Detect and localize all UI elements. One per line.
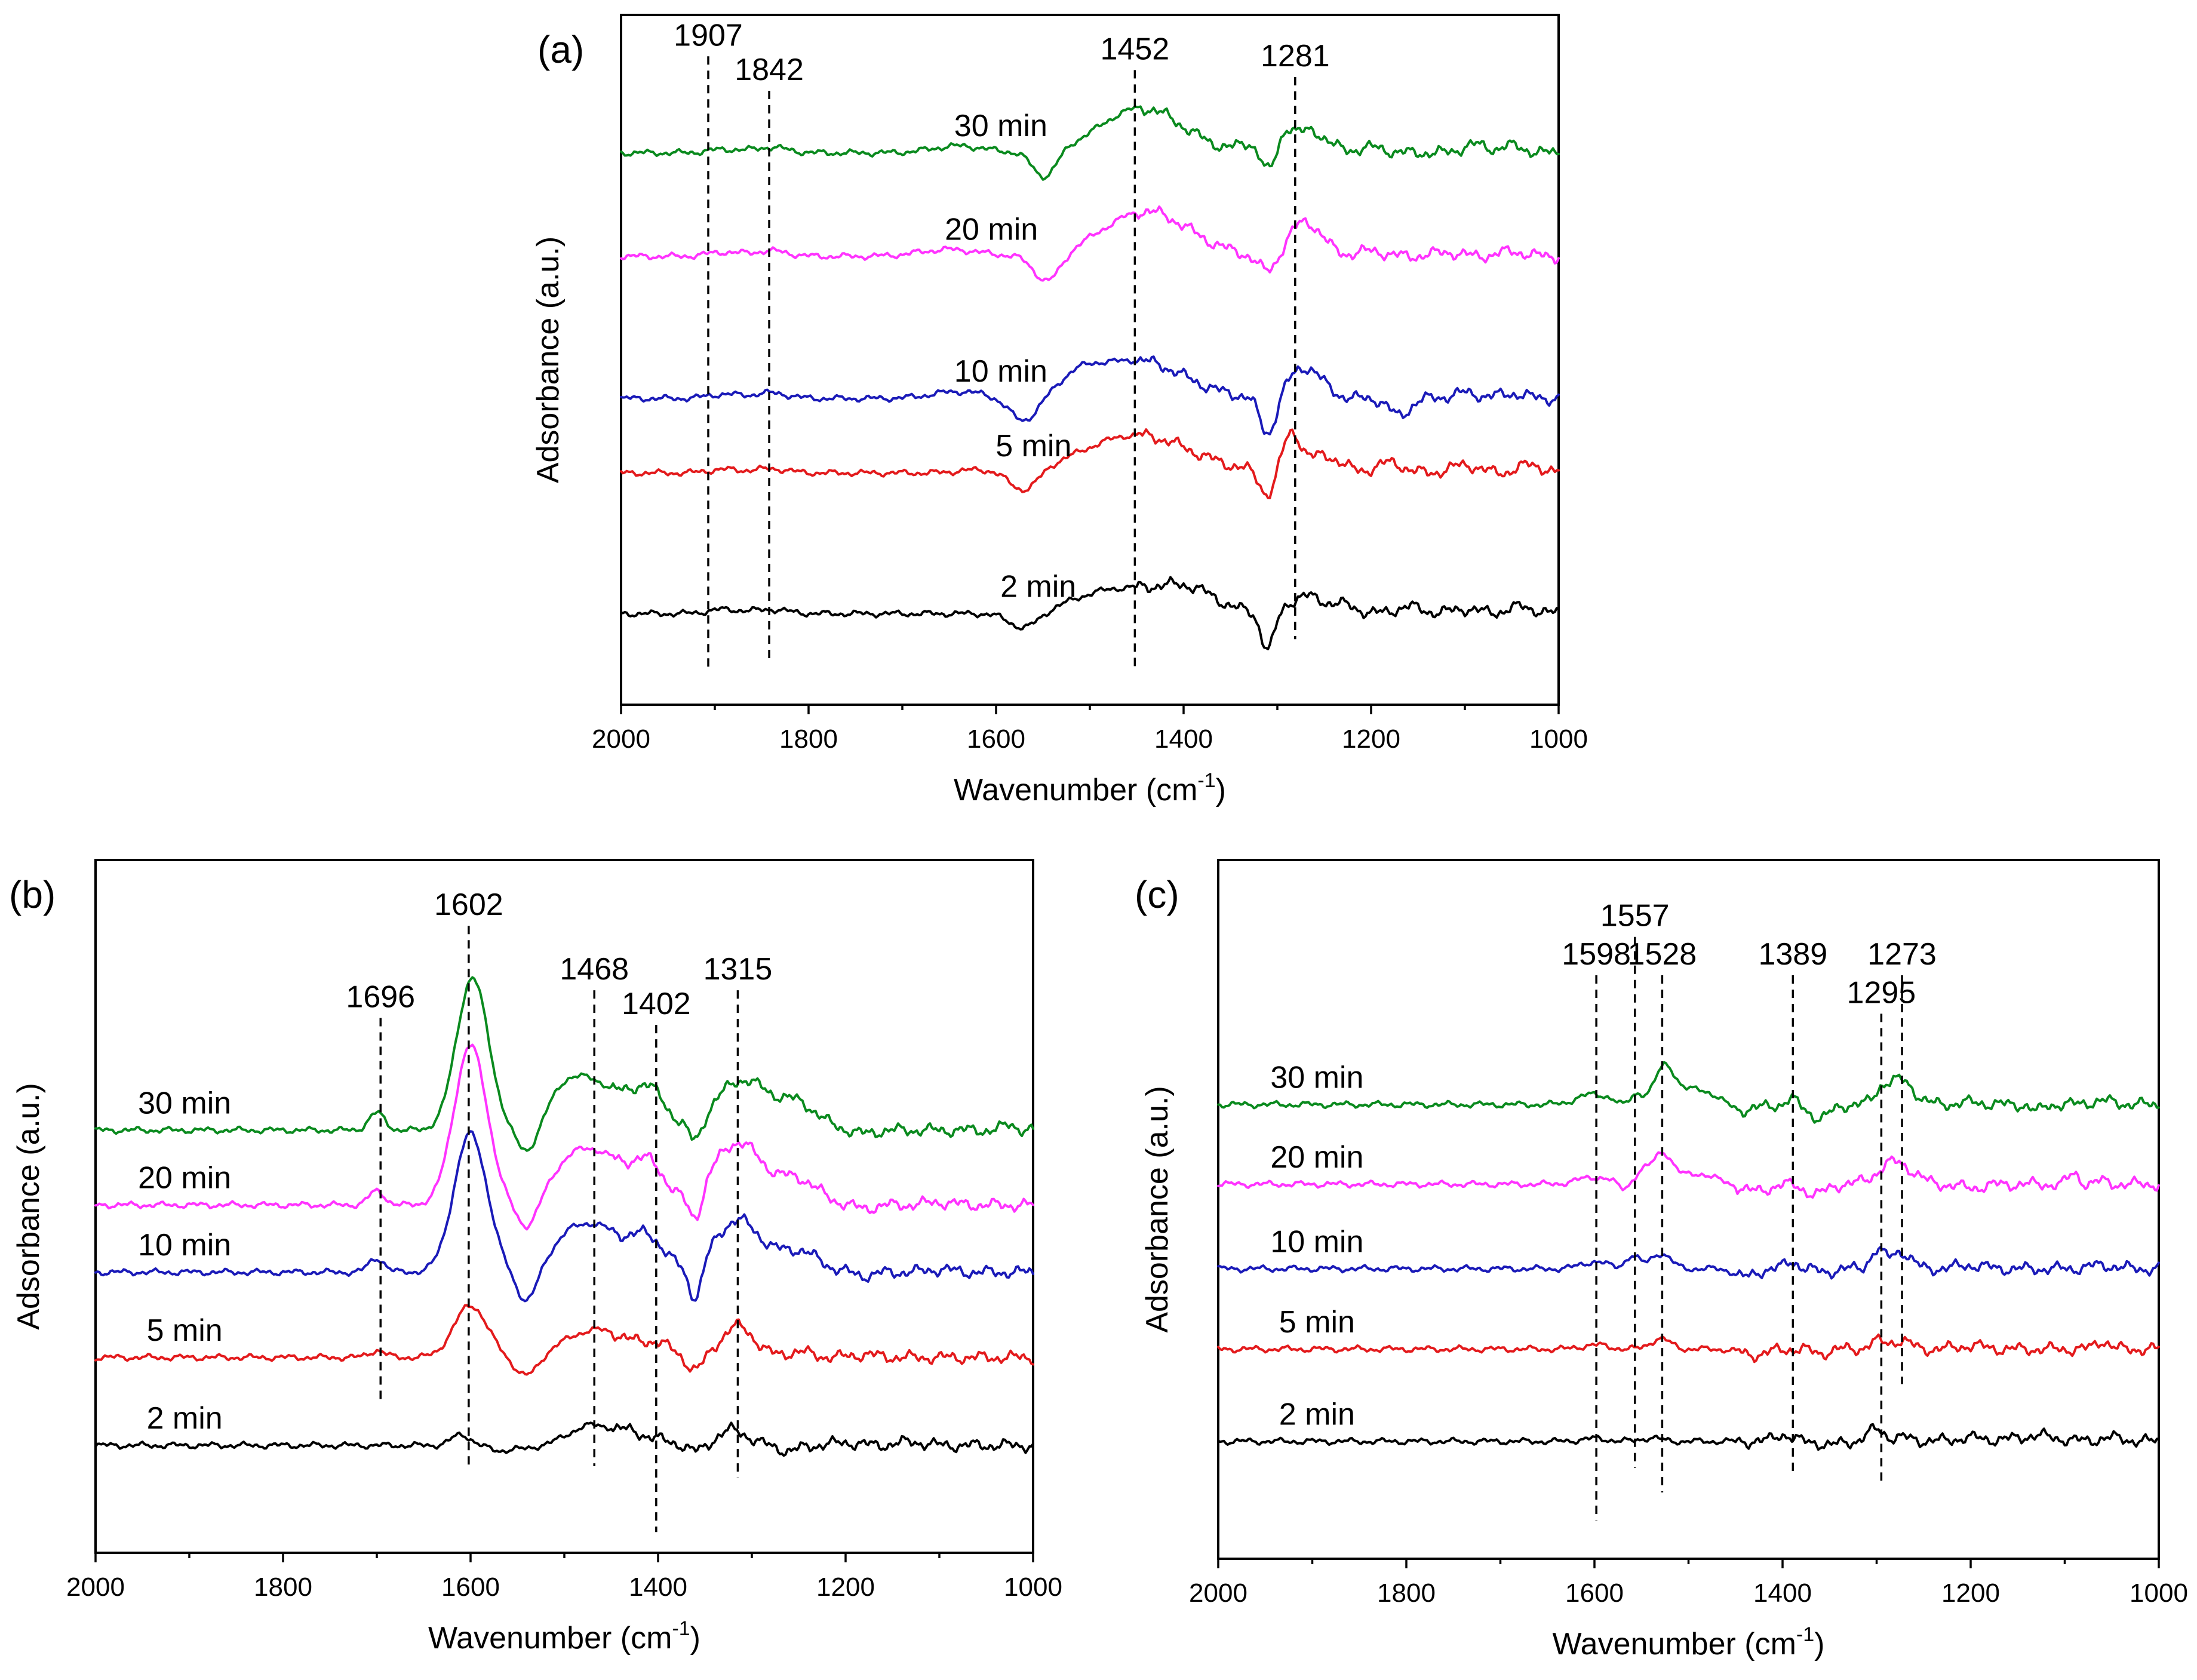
x-axis-title-main-a: Wavenumber (cm (954, 773, 1197, 807)
panel-c: 2000 1800 1600 1400 1200 1000 Wavenumber (cm-1… (1135, 859, 2188, 1661)
trace-a-20min (620, 205, 1560, 282)
x-tick-label-b-2000: 2000 (66, 1572, 125, 1602)
x-tick-label-c-1400: 1400 (1753, 1578, 1812, 1608)
y-axis-title-c: Adsorbance (a.u.) (1140, 1086, 1175, 1332)
trace-b-10min (94, 1130, 1034, 1303)
peak-label-b-1468: 1468 (560, 952, 629, 987)
trace-b-20min (94, 1043, 1034, 1231)
series-label-a-20min: 20 min (945, 212, 1038, 247)
series-label-c-2min: 2 min (1279, 1397, 1355, 1432)
x-axis-title-close-c: ) (1814, 1627, 1824, 1661)
x-axis-title-a: Wavenumber (cm-1) (954, 769, 1226, 807)
peak-label-b-1402: 1402 (622, 987, 691, 1021)
peak-label-c-1389: 1389 (1758, 937, 1827, 972)
series-label-c-10min: 10 min (1270, 1224, 1363, 1259)
x-axis-title-sup-a: -1 (1197, 769, 1215, 792)
x-tick-label-c-1800: 1800 (1377, 1578, 1436, 1608)
x-axis-title-close-a: ) (1216, 773, 1226, 807)
peak-label-a-1281: 1281 (1261, 39, 1330, 73)
trace-a-10min (620, 355, 1560, 436)
x-axis-title-close-b: ) (690, 1621, 700, 1656)
peak-label-c-1598: 1598 (1562, 937, 1631, 972)
panel-label-a: (a) (537, 28, 584, 71)
peak-label-c-1295: 1295 (1847, 975, 1916, 1010)
series-label-a-30min: 30 min (954, 109, 1047, 143)
peak-label-a-1842: 1842 (735, 53, 804, 87)
trace-a-5min (620, 428, 1560, 499)
trace-c-20min (1217, 1151, 2160, 1199)
x-tick-label-a-1200: 1200 (1342, 724, 1400, 754)
x-tick-label-c-1200: 1200 (1941, 1578, 2000, 1608)
trace-b-2min (94, 1421, 1034, 1457)
trace-c-2min (1217, 1423, 2160, 1451)
x-tick-label-a-1400: 1400 (1154, 724, 1213, 754)
peak-label-c-1557: 1557 (1600, 899, 1670, 933)
series-label-c-30min: 30 min (1270, 1061, 1363, 1095)
series-label-a-10min: 10 min (954, 354, 1047, 389)
x-axis-title-c: Wavenumber (cm-1) (1553, 1623, 1825, 1661)
peak-label-c-1273: 1273 (1867, 937, 1937, 972)
trace-a-2min (620, 576, 1560, 650)
x-tick-label-b-1200: 1200 (816, 1572, 875, 1602)
trace-c-5min (1217, 1333, 2160, 1363)
series-label-b-10min: 10 min (138, 1228, 231, 1263)
x-tick-label-a-2000: 2000 (592, 724, 650, 754)
trace-b-5min (94, 1304, 1034, 1376)
x-tick-label-a-1000: 1000 (1529, 724, 1588, 754)
series-label-c-5min: 5 min (1279, 1305, 1355, 1340)
x-axis-title-sup-b: -1 (672, 1617, 690, 1640)
panel-label-c: (c) (1135, 873, 1179, 916)
trace-c-30min (1217, 1061, 2160, 1124)
x-axis-title-b: Wavenumber (cm-1) (428, 1617, 700, 1656)
series-label-a-2min: 2 min (1000, 570, 1076, 604)
x-tick-label-a-1600: 1600 (967, 724, 1025, 754)
y-axis-title-b: Adsorbance (a.u.) (11, 1083, 46, 1329)
panel-a: 2000 1800 1600 1400 1200 1000 Wavenumber (cm-1… (531, 14, 1588, 807)
series-label-b-30min: 30 min (138, 1086, 231, 1120)
x-axis-title-sup-c: -1 (1796, 1623, 1814, 1646)
trace-a-30min (620, 105, 1560, 181)
peak-label-b-1315: 1315 (703, 952, 773, 987)
series-label-b-20min: 20 min (138, 1161, 231, 1196)
series-label-b-2min: 2 min (147, 1401, 223, 1436)
x-tick-label-c-2000: 2000 (1189, 1578, 1247, 1608)
x-tick-label-c-1600: 1600 (1565, 1578, 1624, 1608)
x-tick-label-b-1600: 1600 (441, 1572, 500, 1602)
x-tick-label-b-1400: 1400 (629, 1572, 687, 1602)
trace-b-30min (94, 976, 1034, 1152)
trace-c-10min (1217, 1246, 2160, 1280)
peak-label-b-1696: 1696 (346, 979, 415, 1014)
peak-label-c-1528: 1528 (1628, 937, 1697, 972)
panel-label-b: (b) (9, 873, 56, 916)
x-tick-label-b-1000: 1000 (1004, 1572, 1062, 1602)
peak-label-b-1602: 1602 (434, 887, 503, 922)
x-tick-label-a-1800: 1800 (779, 724, 838, 754)
series-label-c-20min: 20 min (1270, 1140, 1363, 1175)
series-label-b-5min: 5 min (147, 1313, 223, 1348)
x-tick-label-c-1000: 1000 (2130, 1578, 2188, 1608)
x-axis-title-main-c: Wavenumber (cm (1553, 1627, 1796, 1661)
x-axis-title-main-b: Wavenumber (cm (428, 1621, 672, 1656)
y-axis-title-a: Adsorbance (a.u.) (531, 237, 566, 483)
panel-b: 2000 1800 1600 1400 1200 1000 Wavenumber (cm-1… (9, 859, 1062, 1656)
peak-label-a-1452: 1452 (1101, 32, 1170, 66)
series-label-a-5min: 5 min (995, 429, 1071, 463)
x-tick-label-b-1800: 1800 (254, 1572, 312, 1602)
peak-label-a-1907: 1907 (674, 18, 743, 53)
